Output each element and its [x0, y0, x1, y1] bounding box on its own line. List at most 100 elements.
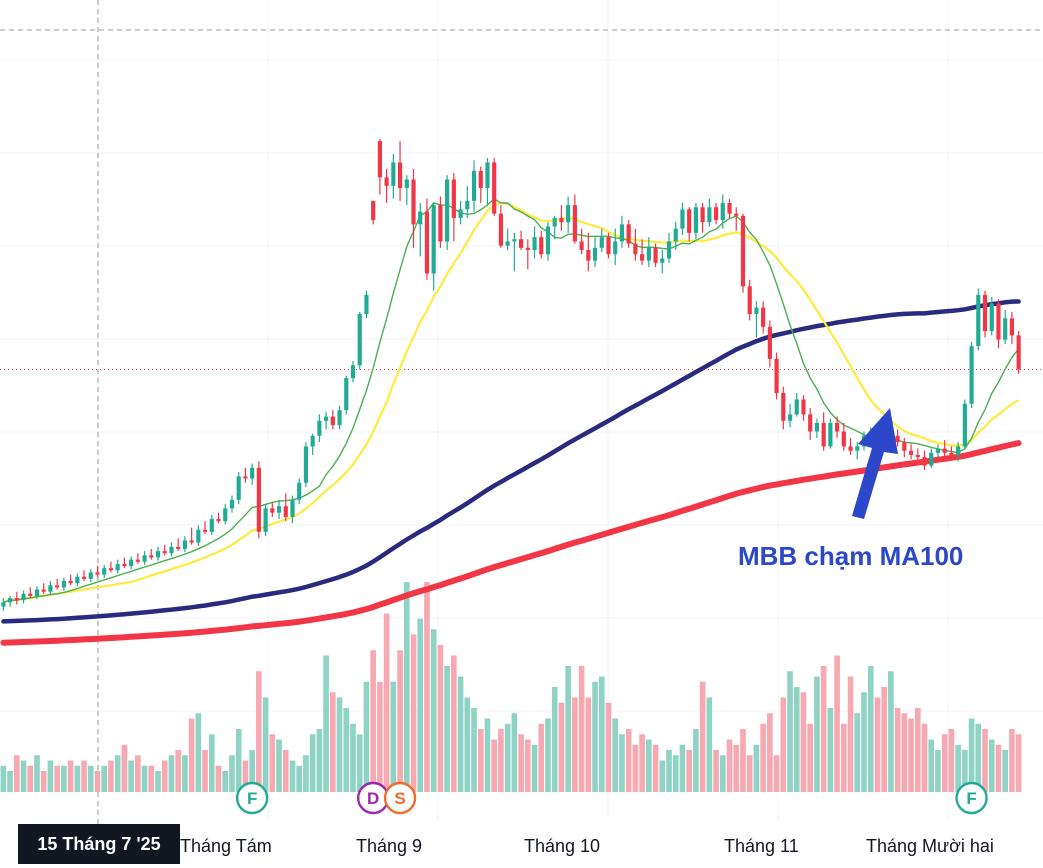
event-badge-label: S: [394, 789, 405, 808]
candle-body: [1, 602, 6, 607]
volume-bar: [343, 708, 350, 792]
candle-body: [969, 346, 974, 404]
candle-body: [720, 202, 725, 221]
volume-bar: [229, 755, 235, 792]
volume-bar: [632, 744, 639, 792]
candle-body: [855, 446, 860, 451]
candle-body: [55, 585, 60, 588]
candle-body: [276, 506, 282, 513]
candle-body: [216, 519, 221, 522]
volume-bar: [962, 750, 968, 792]
annotation-text: MBB chạm MA100: [738, 541, 963, 571]
event-badge-d[interactable]: D: [356, 781, 390, 815]
x-tick-label: Tháng 11: [724, 836, 799, 856]
candle-body: [619, 224, 625, 242]
candle-body: [606, 237, 611, 255]
candle-body: [371, 200, 376, 221]
volume-bar: [585, 697, 592, 792]
candle-body: [108, 568, 114, 571]
volume-bar: [161, 760, 168, 792]
volume-bar: [54, 765, 60, 792]
candle-body: [404, 179, 409, 189]
candle-body: [236, 476, 241, 500]
candle-body: [532, 237, 537, 250]
x-tick-label: Tháng 10: [524, 836, 600, 856]
x-tick-label: Tháng Tám: [180, 836, 272, 856]
candle-body: [935, 448, 941, 453]
candle-body: [68, 580, 73, 584]
volume-bar: [128, 760, 134, 792]
candle-body: [189, 540, 194, 543]
candle-body: [707, 207, 712, 223]
volume-bar: [363, 681, 370, 792]
candle-body: [653, 247, 658, 263]
volume-bar: [182, 755, 188, 792]
volume-bar: [249, 750, 255, 792]
volume-bar: [484, 718, 491, 792]
volume-bar: [188, 718, 195, 792]
volume-bar: [706, 697, 713, 792]
volume-bar: [834, 655, 840, 792]
candle-body: [229, 499, 235, 509]
volume-bar: [242, 760, 249, 792]
event-badge-f[interactable]: F: [235, 781, 269, 815]
volume-bar: [995, 744, 1002, 792]
volume-bar: [531, 744, 538, 792]
event-badge-f[interactable]: F: [955, 781, 988, 815]
volume-bar: [195, 713, 202, 792]
candle-body: [754, 307, 759, 315]
candle-body: [48, 585, 53, 592]
volume-bar: [975, 723, 982, 792]
volume-bar: [719, 755, 726, 792]
candle-body: [81, 576, 87, 579]
volume-bar: [901, 713, 908, 792]
volume-bar: [202, 750, 208, 792]
volume-bar: [840, 723, 847, 792]
volume-bar: [948, 729, 955, 792]
candle-body: [431, 205, 436, 274]
volume-bar: [444, 666, 450, 792]
candle-body: [734, 213, 739, 216]
volume-bar: [108, 760, 114, 792]
volume-bar: [558, 702, 565, 792]
volume-bar: [968, 718, 975, 792]
volume-bar: [988, 739, 995, 792]
event-badge-s[interactable]: S: [383, 781, 417, 815]
candle-body: [989, 303, 994, 332]
candle-body: [350, 365, 356, 379]
volume-bar: [383, 613, 390, 792]
volume-bar: [20, 760, 27, 792]
candle-body: [1003, 318, 1008, 340]
volume-bar: [47, 760, 54, 792]
moving-averages: [0, 198, 1022, 646]
volume-bar: [471, 708, 477, 792]
volume-bar: [921, 723, 928, 792]
volume-bar: [94, 771, 101, 792]
volume-bar: [135, 755, 141, 792]
event-badge-label: F: [247, 789, 257, 808]
candle-body: [303, 446, 309, 483]
ma10-line: [3, 198, 1020, 603]
candle-body: [727, 202, 732, 214]
volume-bar: [874, 697, 881, 792]
volume-bar: [733, 744, 740, 792]
candle-body: [545, 226, 551, 255]
volume-bar: [81, 760, 87, 792]
volume-bar: [753, 744, 760, 792]
volume-bar: [397, 650, 403, 792]
ma200-line: [0, 440, 1022, 646]
volume-bar: [323, 655, 329, 792]
candle-body: [505, 241, 510, 246]
event-badge-circle: [383, 781, 417, 815]
candle-body: [344, 378, 349, 411]
candle-body: [492, 162, 497, 214]
volume-bar: [827, 708, 834, 792]
candle-body: [122, 563, 127, 567]
candle-body: [982, 294, 988, 332]
volume-bar: [13, 755, 20, 792]
volume-bar: [854, 713, 861, 792]
volume-bar: [807, 723, 814, 792]
candle-body: [297, 482, 302, 500]
